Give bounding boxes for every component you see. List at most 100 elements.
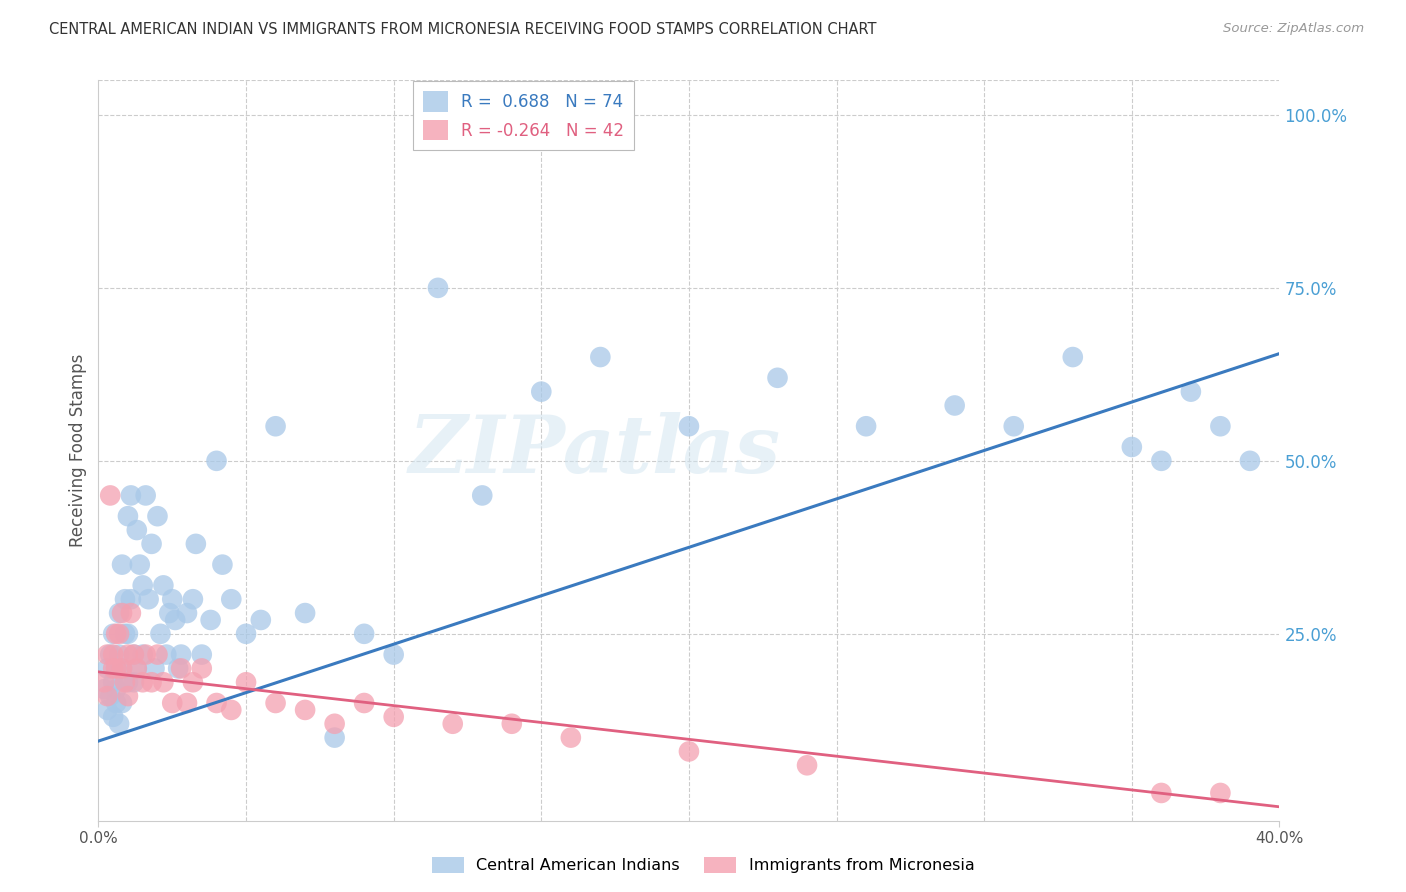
Point — [157, 606, 180, 620]
Point — [117, 627, 139, 641]
Point — [205, 696, 228, 710]
Point — [125, 661, 148, 675]
Point — [120, 592, 142, 607]
Point — [122, 648, 145, 662]
Point — [108, 716, 131, 731]
Point — [1209, 786, 1232, 800]
Point — [143, 661, 166, 675]
Text: ZIPatlas: ZIPatlas — [408, 412, 780, 489]
Point — [152, 578, 174, 592]
Point — [108, 648, 131, 662]
Point — [1150, 786, 1173, 800]
Point — [117, 675, 139, 690]
Point — [176, 696, 198, 710]
Point — [1209, 419, 1232, 434]
Point — [501, 716, 523, 731]
Point — [111, 558, 134, 572]
Point — [205, 454, 228, 468]
Point — [162, 592, 183, 607]
Point — [152, 675, 174, 690]
Point — [1121, 440, 1143, 454]
Point — [382, 648, 405, 662]
Point — [103, 675, 125, 690]
Point — [111, 606, 134, 620]
Text: CENTRAL AMERICAN INDIAN VS IMMIGRANTS FROM MICRONESIA RECEIVING FOOD STAMPS CORR: CENTRAL AMERICAN INDIAN VS IMMIGRANTS FR… — [49, 22, 877, 37]
Point — [200, 613, 222, 627]
Point — [105, 627, 128, 641]
Point — [162, 696, 183, 710]
Point — [191, 648, 214, 662]
Point — [96, 661, 118, 675]
Point — [766, 371, 789, 385]
Point — [796, 758, 818, 772]
Point — [103, 648, 125, 662]
Point — [132, 648, 155, 662]
Point — [93, 675, 115, 690]
Point — [103, 661, 125, 675]
Point — [111, 661, 134, 675]
Point — [170, 648, 193, 662]
Legend: R =  0.688   N = 74, R = -0.264   N = 42: R = 0.688 N = 74, R = -0.264 N = 42 — [413, 81, 634, 150]
Legend: Central American Indians, Immigrants from Micronesia: Central American Indians, Immigrants fro… — [425, 850, 981, 880]
Point — [589, 350, 612, 364]
Point — [122, 648, 145, 662]
Point — [103, 627, 125, 641]
Point — [105, 696, 128, 710]
Point — [471, 488, 494, 502]
Point — [117, 648, 139, 662]
Point — [167, 661, 190, 675]
Point — [184, 537, 207, 551]
Point — [855, 419, 877, 434]
Point — [181, 592, 204, 607]
Point — [323, 731, 346, 745]
Point — [114, 627, 136, 641]
Point — [96, 689, 118, 703]
Point — [120, 488, 142, 502]
Point — [114, 592, 136, 607]
Point — [96, 703, 118, 717]
Point — [98, 648, 121, 662]
Point — [114, 675, 136, 690]
Point — [235, 675, 257, 690]
Point — [294, 703, 316, 717]
Y-axis label: Receiving Food Stamps: Receiving Food Stamps — [69, 354, 87, 547]
Point — [122, 675, 145, 690]
Point — [135, 488, 157, 502]
Point — [191, 661, 214, 675]
Point — [441, 716, 464, 731]
Point — [117, 509, 139, 524]
Point — [93, 682, 115, 697]
Point — [264, 419, 287, 434]
Point — [323, 716, 346, 731]
Point — [120, 606, 142, 620]
Point — [105, 682, 128, 697]
Point — [560, 731, 582, 745]
Point — [221, 703, 243, 717]
Point — [98, 488, 121, 502]
Point — [1062, 350, 1084, 364]
Point — [943, 399, 966, 413]
Point — [165, 613, 187, 627]
Text: Source: ZipAtlas.com: Source: ZipAtlas.com — [1223, 22, 1364, 36]
Point — [96, 648, 118, 662]
Point — [146, 509, 169, 524]
Point — [111, 696, 134, 710]
Point — [135, 648, 157, 662]
Point — [678, 744, 700, 758]
Point — [530, 384, 553, 399]
Point — [250, 613, 273, 627]
Point — [125, 661, 148, 675]
Point — [382, 710, 405, 724]
Point — [181, 675, 204, 690]
Point — [678, 419, 700, 434]
Point — [108, 627, 131, 641]
Point — [155, 648, 177, 662]
Point — [1150, 454, 1173, 468]
Point — [149, 627, 172, 641]
Point — [221, 592, 243, 607]
Point — [138, 592, 160, 607]
Point — [103, 710, 125, 724]
Point — [125, 523, 148, 537]
Point — [117, 689, 139, 703]
Point — [132, 578, 155, 592]
